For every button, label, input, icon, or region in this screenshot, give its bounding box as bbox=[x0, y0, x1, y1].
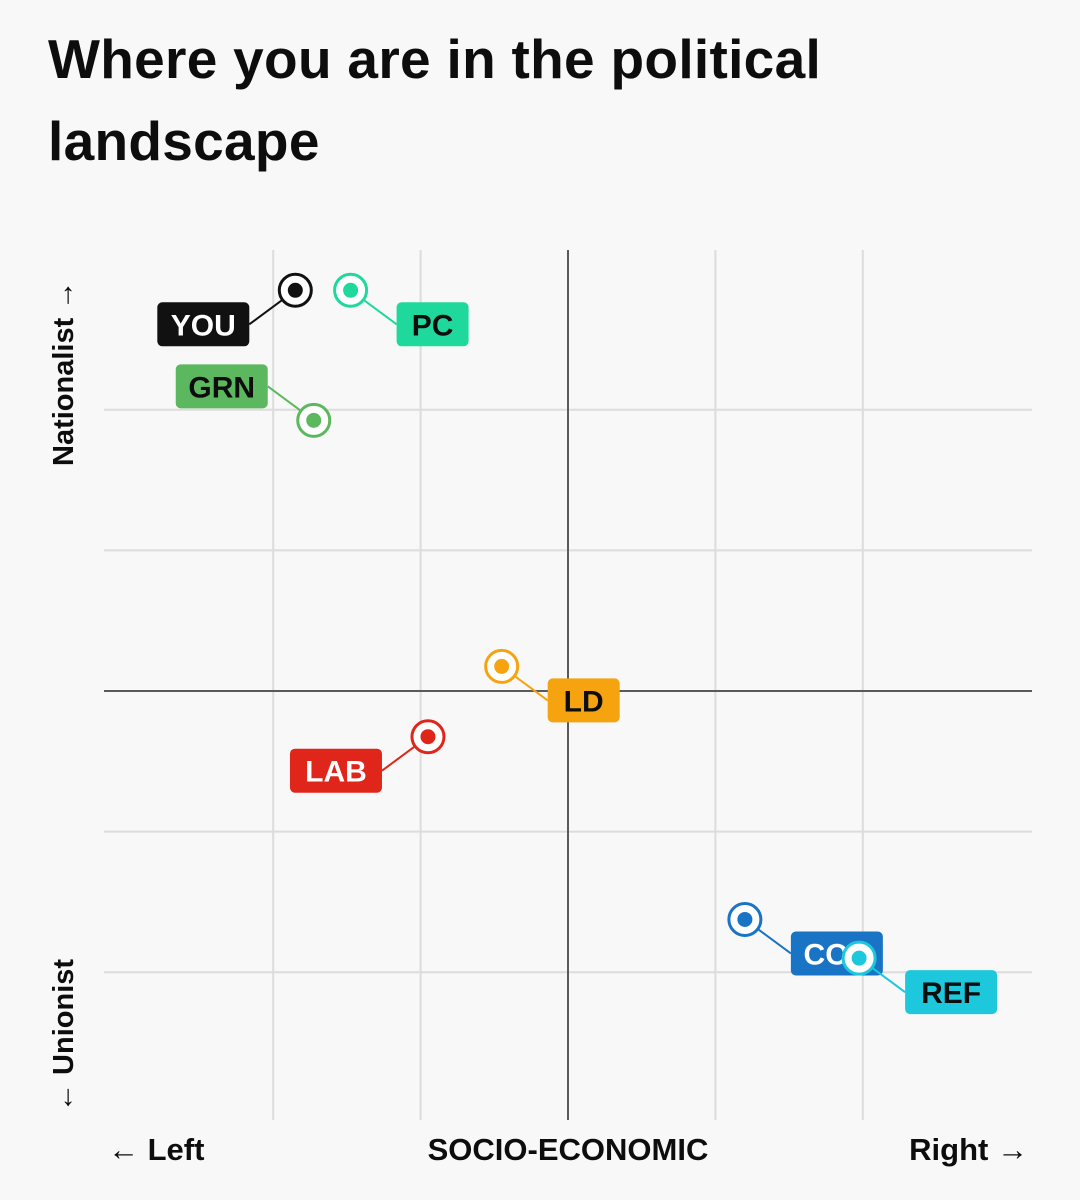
point-con bbox=[737, 911, 753, 927]
x-axis-right-arrow: → bbox=[997, 1132, 1028, 1167]
label-box-you bbox=[157, 302, 250, 347]
point-grn bbox=[306, 412, 322, 428]
point-you bbox=[287, 282, 303, 298]
label-text-pc: PC bbox=[412, 309, 454, 342]
x-axis-title: SOCIO-ECONOMIC bbox=[427, 1132, 709, 1167]
label-box-ld bbox=[547, 678, 620, 723]
point-ld bbox=[494, 658, 510, 674]
point-pc bbox=[343, 282, 359, 298]
label-text-you: YOU bbox=[171, 309, 236, 342]
x-axis-left-label: ← Left bbox=[108, 1132, 204, 1168]
point-lab bbox=[420, 729, 436, 745]
chart-title: Where you are in the political landscape bbox=[48, 28, 822, 172]
point-ref bbox=[851, 950, 867, 966]
label-text-ld: LD bbox=[564, 685, 604, 718]
label-text-grn: GRN bbox=[188, 371, 255, 404]
label-box-lab bbox=[289, 748, 382, 793]
label-box-grn bbox=[175, 364, 268, 409]
x-axis-left-arrow: ← bbox=[108, 1132, 139, 1167]
label-box-ref bbox=[905, 970, 998, 1015]
label-box-pc bbox=[396, 302, 469, 347]
x-axis-right-text: Right bbox=[909, 1132, 989, 1167]
label-text-ref: REF bbox=[921, 977, 981, 1010]
x-axis-right-label: Right → bbox=[909, 1132, 1028, 1168]
label-text-lab: LAB bbox=[305, 756, 367, 789]
x-axis-left-text: Left bbox=[147, 1132, 205, 1167]
